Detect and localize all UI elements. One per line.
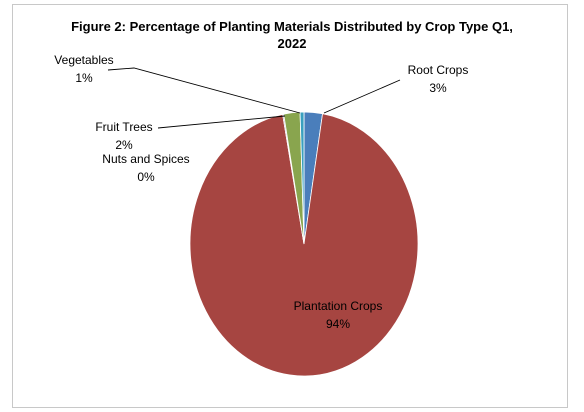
data-label-pct-root-crops: 3%	[429, 81, 447, 95]
chart-title: Figure 2: Percentage of Planting Materia…	[20, 18, 564, 52]
data-label-pct-plantation-crops: 94%	[326, 317, 350, 331]
data-label-pct-nuts-and-spices: 0%	[137, 170, 155, 184]
data-labels: Root Crops 3% Plantation Crops 94% Nuts and …	[54, 53, 468, 331]
data-label-name-fruit-trees: Fruit Trees	[95, 120, 152, 134]
data-label-name-nuts-and-spices: Nuts and Spices	[102, 152, 189, 166]
pie-slices	[189, 111, 419, 377]
leader-line-root-crops	[323, 79, 401, 114]
data-label-name-root-crops: Root Crops	[408, 63, 469, 77]
data-label-pct-vegetables: 1%	[75, 71, 93, 85]
leader-lines	[107, 67, 401, 129]
chart-title-line-2: 2022	[277, 36, 307, 51]
leader-line-fruit-trees	[157, 115, 286, 129]
chart-title-line-1: Figure 2: Percentage of Planting Materia…	[71, 19, 513, 34]
pie-slice-vegetables	[299, 111, 305, 245]
data-label-name-plantation-crops: Plantation Crops	[294, 299, 383, 313]
leader-line-vegetables	[107, 67, 301, 114]
data-label-name-vegetables: Vegetables	[54, 53, 113, 67]
data-label-pct-fruit-trees: 2%	[115, 138, 133, 152]
pie-slice-plantation-crops	[189, 113, 419, 377]
